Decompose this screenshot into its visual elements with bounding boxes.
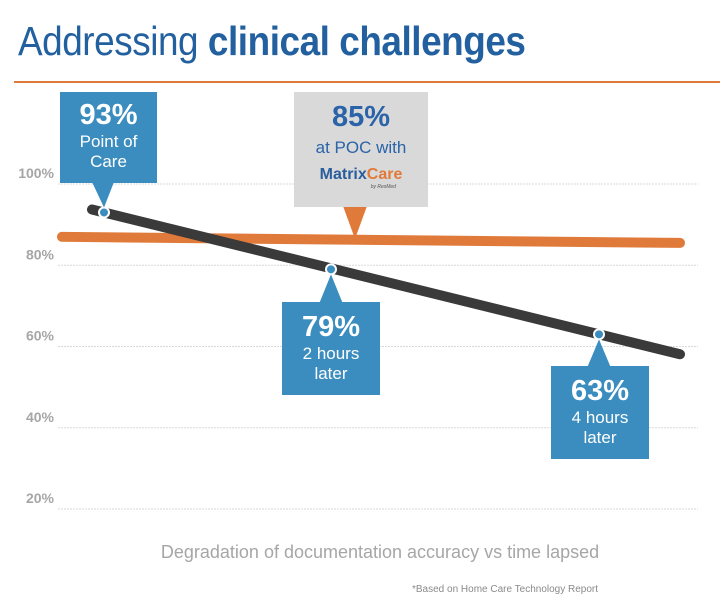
annotation-text: Care <box>90 152 127 171</box>
annotation-value: 79% <box>301 311 361 343</box>
annotation-text: later <box>583 428 617 447</box>
annotation-value: 93% <box>79 99 138 131</box>
annotation-63: 63% 4 hours later <box>551 366 649 459</box>
data-point <box>98 206 110 219</box>
data-point <box>593 328 605 341</box>
annotation-pointer <box>319 274 343 304</box>
annotation-value: 85% <box>331 101 391 133</box>
y-tick-label: 20% <box>26 490 55 506</box>
title-divider <box>14 81 720 83</box>
logo-subtext: by ResMed <box>370 184 396 190</box>
annotation-79: 79% 2 hours later <box>282 302 380 395</box>
footnote: *Based on Home Care Technology Report <box>412 584 599 595</box>
y-tick-label: 80% <box>26 246 55 262</box>
annotation-pointer <box>587 339 611 368</box>
matrixcare-accuracy-line <box>57 231 685 248</box>
annotation-pointer <box>92 182 114 208</box>
y-tick-label: 60% <box>26 328 55 344</box>
annotation-text: Point of <box>79 132 138 151</box>
accuracy-degradation-line <box>87 204 685 360</box>
data-point <box>325 263 337 276</box>
annotation-85: 85% at POC with MatrixCare by ResMed <box>294 92 428 207</box>
title-bold: clinical challenges <box>207 18 526 64</box>
annotation-value: 63% <box>570 375 630 407</box>
matrixcare-logo: MatrixCare <box>319 166 403 183</box>
annotation-text: 2 hours <box>302 344 360 363</box>
x-axis-label: Degradation of documentation accuracy vs… <box>160 542 600 562</box>
annotation-text: later <box>314 364 348 383</box>
page-title: Addressing clinical challenges <box>18 18 526 65</box>
annotation-pointer <box>343 206 367 239</box>
title-normal: Addressing <box>18 18 199 64</box>
annotation-93: 93% Point of Care <box>60 92 157 183</box>
y-tick-label: 40% <box>26 409 55 425</box>
y-tick-label: 100% <box>18 165 54 181</box>
annotation-text: at POC with <box>315 138 407 157</box>
annotation-text: 4 hours <box>571 408 629 427</box>
